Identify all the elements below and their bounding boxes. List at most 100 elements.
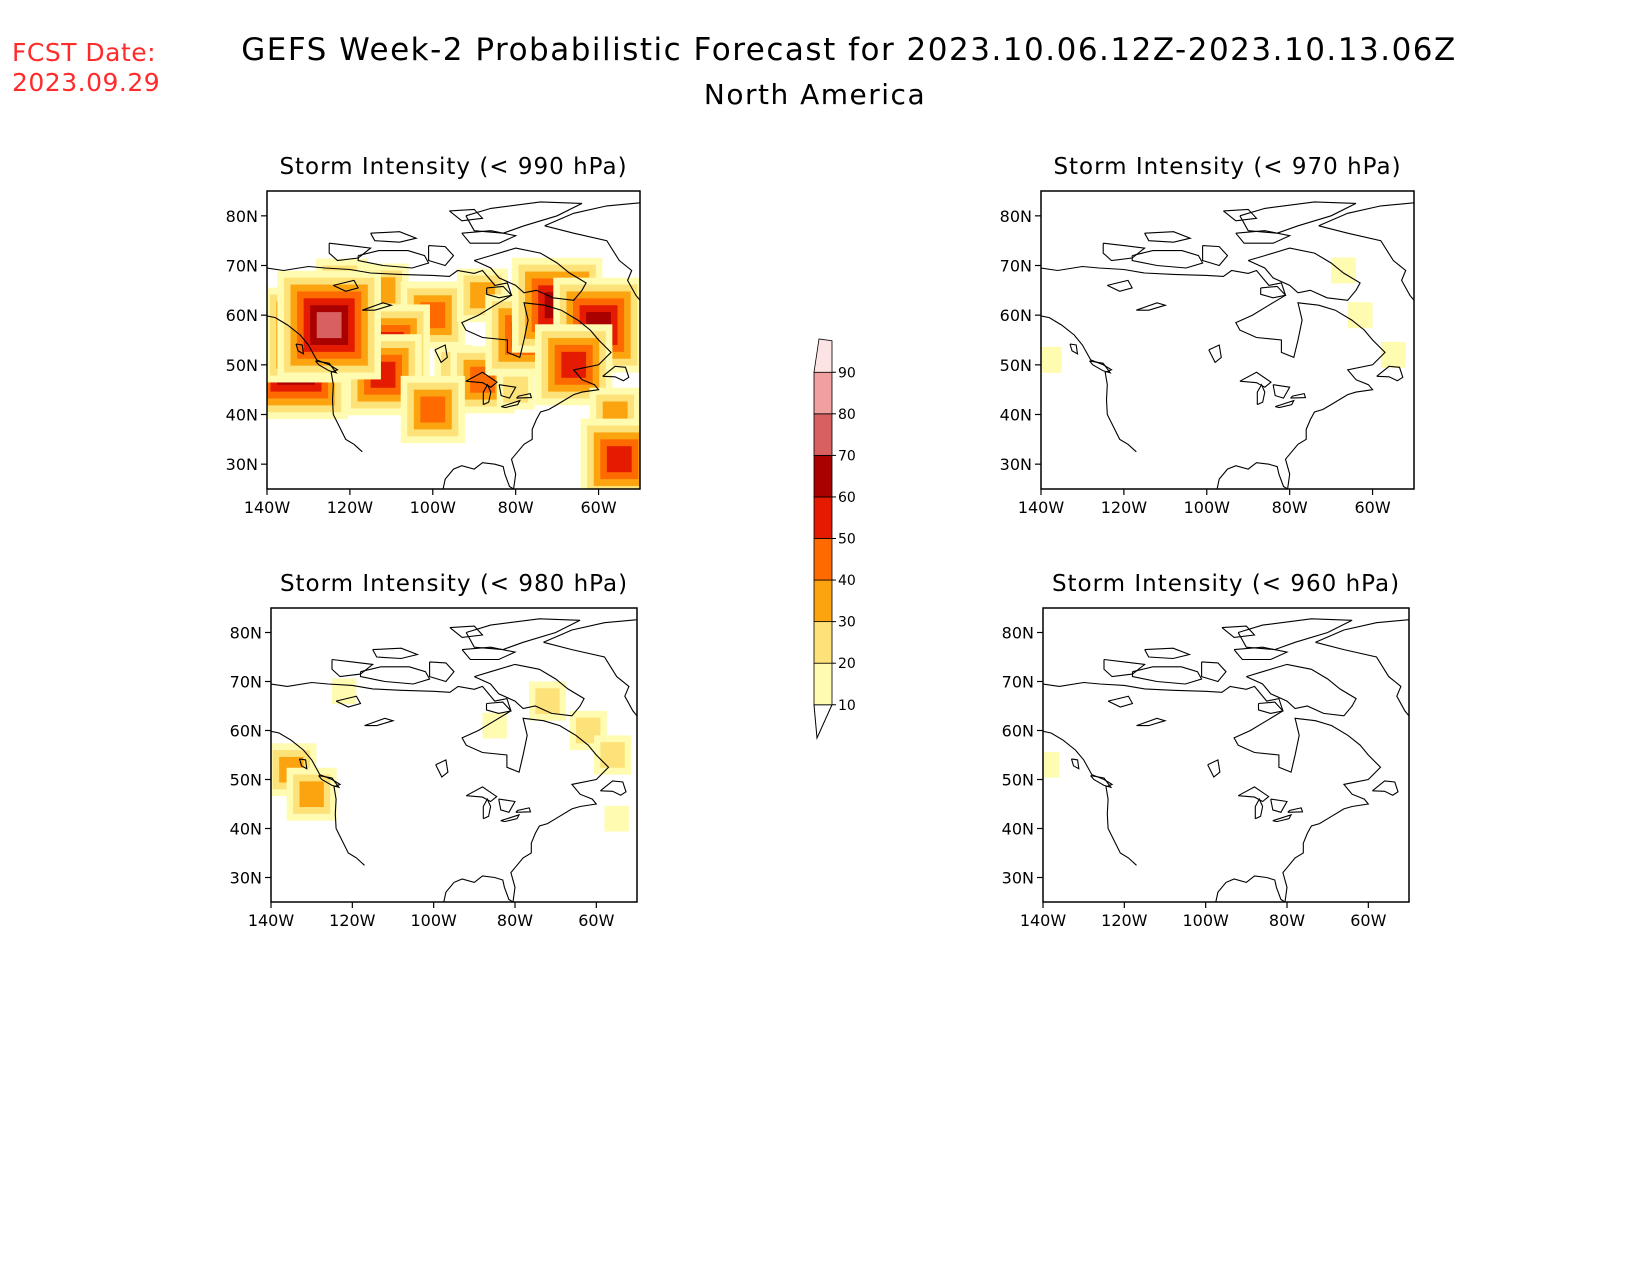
map-frame [270, 607, 638, 903]
colorbar-tail [813, 704, 833, 740]
coastline [1069, 343, 1079, 355]
coastline [482, 383, 492, 406]
panel-970: Storm Intensity (< 970 hPa) 30N 40N 50N 60N 7… [1000, 154, 1415, 517]
coastline [372, 647, 420, 660]
lat-label: 30N [226, 455, 258, 474]
coastline [1257, 701, 1284, 714]
probability-level [1041, 346, 1062, 373]
colorbar-swatch [813, 496, 833, 539]
probability-level [503, 376, 529, 403]
lon-label: 80W [498, 498, 534, 517]
probability-level [316, 312, 342, 339]
coastline [1235, 230, 1292, 244]
coastline [1287, 807, 1304, 813]
lat-label: 30N [230, 869, 262, 888]
lon-label: 140W [244, 498, 291, 517]
coastline [1208, 344, 1222, 364]
coastline [1246, 663, 1357, 717]
lat-label: 50N [1002, 771, 1034, 790]
probability-cell [332, 678, 357, 705]
coastline [486, 285, 513, 299]
lon-label: 80W [1272, 498, 1308, 517]
coastline [428, 245, 455, 267]
probability-level [1347, 302, 1373, 329]
coastline [370, 231, 419, 243]
probability-cell [496, 369, 535, 410]
colorbar-swatch [813, 662, 833, 706]
lat-label: 80N [1000, 207, 1032, 226]
lon-label: 60W [1350, 911, 1386, 930]
map-frame [266, 190, 641, 490]
lon-label: 100W [410, 498, 457, 517]
coastline [1041, 315, 1137, 453]
coastline [600, 780, 627, 796]
probability-cell [1347, 302, 1373, 329]
lon-label: 100W [410, 911, 457, 930]
lon-label: 80W [1269, 911, 1305, 930]
colorbar: 10 20 30 40 50 60 70 80 90 [813, 338, 856, 740]
coastline [1131, 250, 1204, 269]
coastline [298, 758, 308, 770]
probability-cell [535, 324, 613, 406]
probability-cell [400, 375, 465, 444]
colorbar-label: 80 [838, 407, 856, 423]
probability-cell [604, 805, 629, 832]
lat-label: 80N [226, 207, 258, 226]
lat-label: 30N [1000, 455, 1032, 474]
lon-label: 100W [1182, 911, 1229, 930]
coastline [1107, 695, 1134, 708]
coastline [1221, 625, 1256, 638]
lon-label: 60W [578, 911, 614, 930]
probability-cell [593, 735, 632, 775]
coastline [1256, 383, 1266, 406]
forecast-date-label: FCST Date: [12, 38, 157, 67]
coastline [1260, 285, 1287, 299]
probability-level [561, 351, 587, 378]
lat-label: 80N [1002, 624, 1034, 643]
lat-label: 80N [230, 624, 262, 643]
panel-title: Storm Intensity (< 990 hPa) [279, 154, 627, 180]
coastline [1223, 208, 1258, 222]
coastline [333, 279, 360, 292]
panel-980: Storm Intensity (< 980 hPa) 30N 40N 50N 60N 7… [230, 571, 638, 930]
map-frame [1042, 607, 1410, 903]
probability-cell [286, 767, 337, 821]
map-frame [1040, 190, 1415, 490]
coastlines [1043, 618, 1409, 902]
coastlines [267, 201, 640, 489]
lat-label: 40N [1000, 406, 1032, 425]
coastline [449, 208, 484, 222]
coastline [1103, 658, 1147, 678]
lat-label: 50N [226, 356, 258, 375]
lat-label: 40N [226, 406, 258, 425]
colorbar-label: 20 [838, 656, 856, 672]
coastline [602, 365, 630, 382]
colorbar-label: 30 [838, 615, 856, 631]
coastline [482, 797, 492, 820]
probability-cell [528, 681, 567, 721]
colorbar-swatch [813, 579, 833, 623]
panel-title: Storm Intensity (< 970 hPa) [1053, 154, 1401, 180]
coastline [515, 807, 532, 813]
coastline [501, 399, 521, 409]
colorbar-swatch [813, 621, 833, 664]
probability-cell [277, 270, 381, 380]
lat-label: 50N [230, 771, 262, 790]
lon-label: 140W [1020, 911, 1067, 930]
lat-label: 70N [1002, 673, 1034, 692]
probability-level [1380, 341, 1406, 368]
colorbar-label: 70 [838, 448, 856, 464]
coastline [1290, 392, 1307, 399]
coastline [1275, 399, 1295, 409]
probability-level [535, 688, 560, 714]
colorbar-swatch [813, 538, 833, 581]
coastline [1201, 661, 1227, 683]
probability-field [267, 257, 640, 489]
coastline [1131, 666, 1203, 685]
coastline [295, 343, 305, 355]
coastline [498, 798, 516, 813]
coastline [359, 666, 431, 685]
probability-level [1043, 751, 1060, 778]
coastline [1315, 619, 1409, 717]
